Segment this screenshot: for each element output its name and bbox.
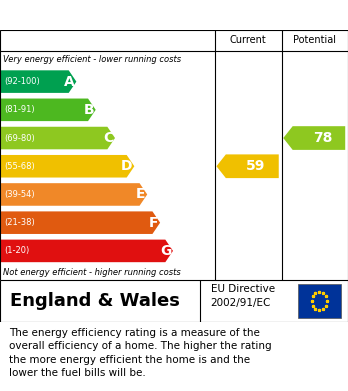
Text: G: G [160,244,171,258]
Text: (92-100): (92-100) [4,77,40,86]
Text: (55-68): (55-68) [4,162,35,171]
Text: D: D [121,159,133,173]
Polygon shape [216,154,279,178]
Text: Current: Current [230,35,267,45]
Polygon shape [1,99,96,121]
Text: 78: 78 [313,131,332,145]
Text: Not energy efficient - higher running costs: Not energy efficient - higher running co… [3,268,181,277]
Polygon shape [1,240,173,262]
Polygon shape [283,126,345,150]
Text: A: A [64,75,74,89]
Polygon shape [1,127,115,149]
Bar [298,284,341,318]
Text: (21-38): (21-38) [4,218,35,227]
Text: (81-91): (81-91) [4,105,35,114]
Polygon shape [1,183,147,206]
Text: The energy efficiency rating is a measure of the
overall efficiency of a home. T: The energy efficiency rating is a measur… [9,328,271,378]
Polygon shape [1,212,160,234]
Polygon shape [1,155,134,178]
Text: EU Directive
2002/91/EC: EU Directive 2002/91/EC [211,284,275,308]
Text: 59: 59 [246,159,266,173]
Text: F: F [149,216,158,230]
Text: B: B [83,103,94,117]
Text: England & Wales: England & Wales [10,292,180,310]
Text: Very energy efficient - lower running costs: Very energy efficient - lower running co… [3,54,182,63]
Text: Energy Efficiency Rating: Energy Efficiency Rating [10,6,239,24]
Text: (1-20): (1-20) [4,246,30,255]
Text: Potential: Potential [293,35,336,45]
Text: E: E [136,187,145,201]
Text: (69-80): (69-80) [4,134,35,143]
Text: C: C [103,131,113,145]
Text: (39-54): (39-54) [4,190,35,199]
Polygon shape [1,70,76,93]
